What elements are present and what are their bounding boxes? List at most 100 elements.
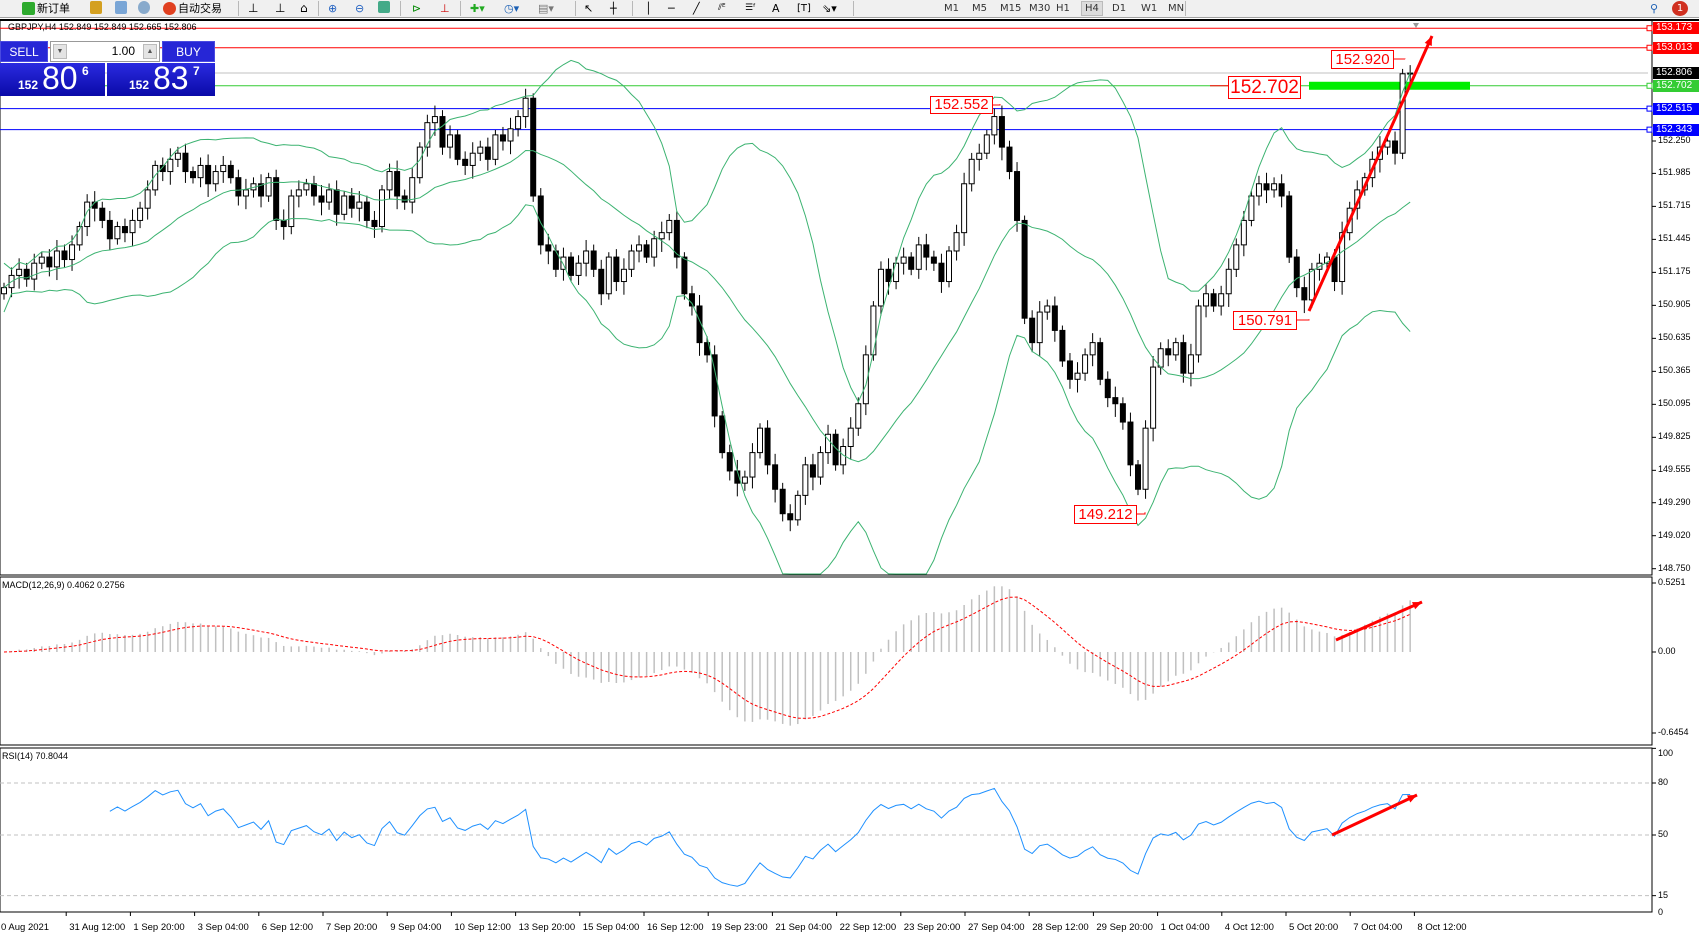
bear-candle <box>1029 317 1036 344</box>
bear-candle <box>121 226 128 234</box>
timeframe-mn[interactable]: MN <box>1168 3 1185 14</box>
indicators-icon[interactable]: ✚▾ <box>470 2 485 15</box>
bull-candle <box>802 464 809 496</box>
bear-candle <box>1127 421 1134 466</box>
bull-candle <box>620 268 627 283</box>
bear-candle <box>696 305 703 344</box>
bear-candle <box>273 177 280 221</box>
sell-button[interactable]: SELL <box>0 41 48 62</box>
new-order-button[interactable]: 新订单 <box>22 1 70 16</box>
annotation-level[interactable]: 152.702 <box>1228 76 1301 99</box>
macd-panel <box>0 576 1653 746</box>
bull-candle <box>636 244 643 252</box>
bear-candle <box>809 464 816 478</box>
text-label-icon[interactable]: [T] <box>797 3 811 14</box>
bull-candle <box>424 122 431 148</box>
time-label: 22 Sep 12:00 <box>839 922 897 933</box>
bear-candle <box>1301 287 1308 301</box>
time-label: 16 Sep 12:00 <box>647 922 704 933</box>
rsi-arrow-head <box>1407 795 1417 803</box>
bull-candle <box>1195 305 1202 356</box>
lot-decrease-button[interactable]: ▼ <box>53 44 67 59</box>
macd-arrow <box>1335 600 1423 642</box>
price-tick-label: 152.250 <box>1658 135 1691 145</box>
zoom-in-icon[interactable]: ⊕ <box>328 2 338 15</box>
bar-chart-icon[interactable]: ⊥ <box>248 1 259 15</box>
sell-price[interactable]: 152 80 6 <box>0 60 105 96</box>
bull-candle <box>840 446 847 466</box>
tile-windows-icon[interactable] <box>378 1 390 13</box>
buy-button[interactable]: BUY <box>162 41 215 62</box>
signals-icon[interactable] <box>138 1 150 14</box>
bear-candle <box>61 250 68 261</box>
candlestick-icon[interactable]: ⊥ <box>275 1 286 15</box>
cursor-icon[interactable]: ↖ <box>584 2 594 15</box>
templates-icon[interactable]: ▤▾ <box>538 2 554 15</box>
notification-badge[interactable]: 1 <box>1672 1 1688 16</box>
trendline-icon[interactable]: ╱ <box>693 2 700 15</box>
annotation-high-1[interactable]: 152.552 <box>930 96 993 114</box>
level-zone-bar <box>1309 81 1470 90</box>
bear-candle <box>310 183 317 197</box>
horizontal-line-icon[interactable]: ─ <box>668 2 675 15</box>
arrows-icon[interactable]: ⇘▾ <box>822 2 837 15</box>
timeframe-m15[interactable]: M15 <box>1000 3 1022 14</box>
navigator-icon[interactable] <box>115 1 127 14</box>
auto-trading-button[interactable]: 自动交易 <box>163 1 222 16</box>
search-icon[interactable]: ⚲ <box>1650 2 1659 15</box>
price-tick-label: 151.445 <box>1658 233 1691 244</box>
timeframe-m1[interactable]: M1 <box>944 3 959 14</box>
bull-candle <box>1044 305 1051 313</box>
bull-candle <box>522 97 529 118</box>
timeframe-d1[interactable]: D1 <box>1112 3 1127 14</box>
vertical-line-icon[interactable]: │ <box>645 2 652 15</box>
bear-candle <box>462 158 469 166</box>
bull-candle <box>167 158 174 173</box>
fibonacci-icon[interactable]: ⫽ᴱ <box>718 3 726 13</box>
periods-icon[interactable]: ◷▾ <box>504 2 520 15</box>
time-label: 6 Sep 12:00 <box>261 922 314 933</box>
time-label: 19 Sep 23:00 <box>711 922 768 933</box>
bull-candle <box>356 201 363 209</box>
price-tick-label: 149.555 <box>1658 464 1691 475</box>
timeframe-h4[interactable]: H4 <box>1081 1 1103 16</box>
bull-candle <box>651 238 658 258</box>
market-watch-icon[interactable] <box>90 1 102 14</box>
timeframe-h1[interactable]: H1 <box>1056 3 1070 14</box>
fibo-retracement-icon[interactable]: ☰ᶠ <box>745 3 756 13</box>
bear-candle <box>1392 140 1399 154</box>
crosshair-icon[interactable]: ┼ <box>610 2 617 15</box>
bull-candle <box>137 207 144 221</box>
timeframe-m30[interactable]: M30 <box>1029 3 1051 14</box>
lot-increase-button[interactable]: ▲ <box>143 44 157 59</box>
buy-price[interactable]: 152 83 7 <box>107 60 215 96</box>
zoom-out-icon[interactable]: ⊖ <box>355 2 365 15</box>
annotation-high-2[interactable]: 152.920 <box>1331 50 1394 69</box>
time-label: 13 Sep 20:00 <box>518 922 576 933</box>
bull-candle <box>560 256 567 270</box>
lot-size-input[interactable]: ▼ 1.00 ▲ <box>50 41 160 62</box>
annotation-low-1[interactable]: 150.791 <box>1233 311 1297 330</box>
bull-candle <box>628 250 635 270</box>
price-tick-label: 149.825 <box>1658 431 1691 442</box>
macd-tick-label: 0.00 <box>1658 646 1676 656</box>
bear-candle <box>190 171 196 179</box>
annotation-low-2[interactable]: 149.212 <box>1074 505 1137 524</box>
bollinger-middle <box>3 149 1411 463</box>
level-handle <box>1646 126 1653 133</box>
bear-candle <box>545 244 552 252</box>
bear-candle <box>537 195 544 246</box>
bear-candle <box>1112 397 1119 405</box>
autoscroll-icon[interactable]: ⊥ <box>440 2 450 15</box>
bear-candle <box>439 116 446 148</box>
timeframe-m5[interactable]: M5 <box>972 3 987 14</box>
timeframe-w1[interactable]: W1 <box>1141 3 1158 14</box>
bull-candle <box>16 268 23 276</box>
line-chart-icon[interactable]: ⌂ <box>300 1 308 15</box>
bull-candle <box>1082 354 1089 374</box>
chart-shift-icon[interactable]: ⊳ <box>412 2 422 15</box>
text-icon[interactable]: A <box>772 2 780 15</box>
bull-candle <box>212 171 219 185</box>
bull-candle <box>379 189 385 228</box>
